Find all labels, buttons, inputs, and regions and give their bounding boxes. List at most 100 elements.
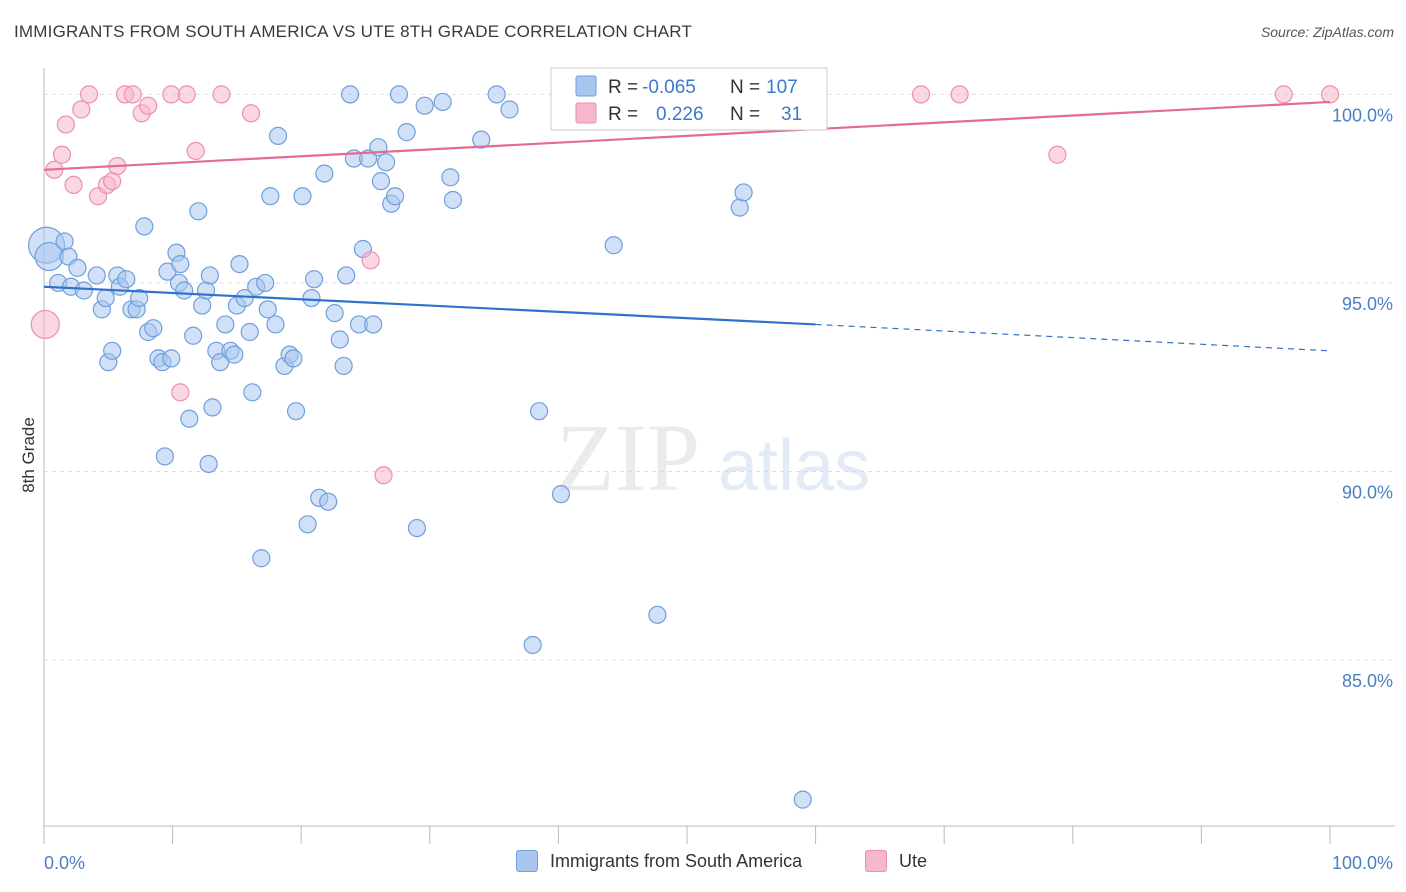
- data-point-immigrants: [315, 164, 334, 183]
- data-point-immigrants: [407, 518, 427, 538]
- data-point-immigrants: [203, 398, 222, 417]
- y-tick-labels: 100.0% 95.0% 90.0% 85.0%: [1332, 105, 1393, 691]
- legend-swatch-blue: [575, 75, 597, 97]
- data-point-immigrants: [286, 402, 306, 421]
- data-point-immigrants: [87, 266, 106, 285]
- legend-swatch-pink: [575, 102, 597, 124]
- data-point-immigrants: [225, 345, 244, 364]
- data-point-immigrants: [155, 447, 174, 466]
- data-point-immigrants: [162, 349, 181, 368]
- data-point-immigrants: [55, 232, 74, 251]
- data-point-immigrants: [337, 266, 356, 285]
- data-point-ute: [123, 85, 142, 104]
- legend-swatch-blue: [516, 850, 538, 872]
- data-point-immigrants: [304, 270, 324, 289]
- bottom-legend-item-ute: Ute: [865, 850, 927, 872]
- data-point-immigrants: [730, 198, 749, 217]
- data-point-immigrants: [441, 168, 460, 187]
- data-point-immigrants: [230, 254, 249, 274]
- data-point-immigrants: [298, 515, 317, 534]
- data-point-ute: [1320, 85, 1340, 104]
- data-point-immigrants: [319, 492, 338, 511]
- legend-r-value: 0.226: [656, 104, 704, 125]
- data-point-immigrants: [325, 304, 344, 323]
- data-point-ute: [162, 85, 181, 104]
- data-point-immigrants: [364, 315, 383, 334]
- data-point-ute: [139, 96, 158, 115]
- data-point-immigrants: [376, 153, 396, 172]
- x-tick-labels: 0.0% 100.0%: [44, 853, 1393, 873]
- data-point-immigrants: [144, 319, 163, 338]
- data-point-ute: [64, 175, 83, 195]
- data-point-immigrants: [243, 383, 262, 402]
- data-point-immigrants: [135, 217, 154, 236]
- data-point-ute: [1048, 145, 1067, 164]
- trend-lines: [43, 100, 1331, 352]
- data-point-immigrants: [211, 353, 230, 372]
- data-point-immigrants: [530, 402, 549, 421]
- bottom-legend-label: Immigrants from South America: [550, 850, 803, 871]
- data-point-immigrants: [200, 266, 219, 285]
- legend-n-label: N =: [730, 104, 760, 125]
- data-point-immigrants: [397, 123, 416, 142]
- data-point-immigrants: [487, 85, 506, 104]
- data-point-immigrants: [385, 187, 405, 206]
- legend-n-value: 31: [781, 104, 802, 125]
- data-point-immigrants: [443, 190, 463, 210]
- y-tick-label: 95.0%: [1342, 294, 1393, 314]
- chart-title: IMMIGRANTS FROM SOUTH AMERICA VS UTE 8TH…: [14, 22, 693, 41]
- data-point-ute: [361, 251, 380, 270]
- data-point-immigrants: [171, 254, 190, 274]
- data-point-immigrants: [415, 96, 434, 115]
- data-point-immigrants: [389, 85, 409, 104]
- data-point-ute: [79, 85, 99, 104]
- legend-r-value: -0.065: [642, 77, 696, 98]
- data-point-immigrants: [472, 130, 491, 149]
- watermark-atlas: atlas: [718, 426, 870, 506]
- axes: [43, 68, 1395, 844]
- data-point-immigrants: [193, 296, 212, 315]
- data-point-ute: [911, 85, 931, 104]
- data-point-immigrants: [196, 281, 216, 300]
- trend-line-immigrants-extension: [815, 323, 1331, 352]
- data-point-immigrants: [256, 273, 275, 293]
- data-point-immigrants: [330, 330, 349, 349]
- data-point-immigrants: [500, 100, 519, 119]
- trend-line-immigrants: [43, 285, 816, 326]
- watermark-zip: ZIP: [556, 404, 700, 511]
- data-point-immigrants: [103, 341, 122, 360]
- data-point-immigrants: [180, 409, 199, 428]
- y-axis-title: 8th Grade: [19, 417, 38, 493]
- series-immigrants-points: [27, 85, 812, 809]
- legend-r-label: R =: [608, 104, 638, 125]
- data-point-immigrants: [334, 356, 353, 376]
- data-point-immigrants: [284, 349, 303, 368]
- data-point-immigrants: [261, 187, 280, 206]
- data-point-ute: [56, 115, 75, 134]
- data-point-immigrants: [648, 605, 667, 624]
- data-point-ute: [30, 309, 60, 340]
- data-point-immigrants: [793, 790, 812, 809]
- y-tick-label: 85.0%: [1342, 671, 1393, 691]
- data-point-immigrants: [604, 236, 623, 255]
- data-point-immigrants: [96, 288, 115, 308]
- data-point-ute: [950, 85, 969, 104]
- legend-n-label: N =: [730, 77, 760, 98]
- data-point-immigrants: [199, 454, 218, 474]
- legend-r-label: R =: [608, 77, 638, 98]
- bottom-legend: Immigrants from South America Ute: [0, 850, 1406, 880]
- data-point-ute: [241, 104, 261, 123]
- data-point-immigrants: [117, 270, 136, 289]
- data-point-immigrants: [258, 300, 277, 319]
- data-point-immigrants: [523, 635, 542, 655]
- data-point-immigrants: [252, 549, 271, 568]
- data-point-immigrants: [371, 172, 391, 191]
- x-tick-label: 0.0%: [44, 853, 85, 873]
- watermark: ZIP atlas: [556, 404, 870, 511]
- data-point-immigrants: [184, 326, 203, 345]
- data-point-immigrants: [302, 288, 321, 308]
- data-point-ute: [374, 466, 393, 485]
- data-point-ute: [72, 100, 91, 119]
- trend-line-ute: [43, 100, 1331, 171]
- bottom-legend-item-immigrants: Immigrants from South America: [516, 850, 802, 872]
